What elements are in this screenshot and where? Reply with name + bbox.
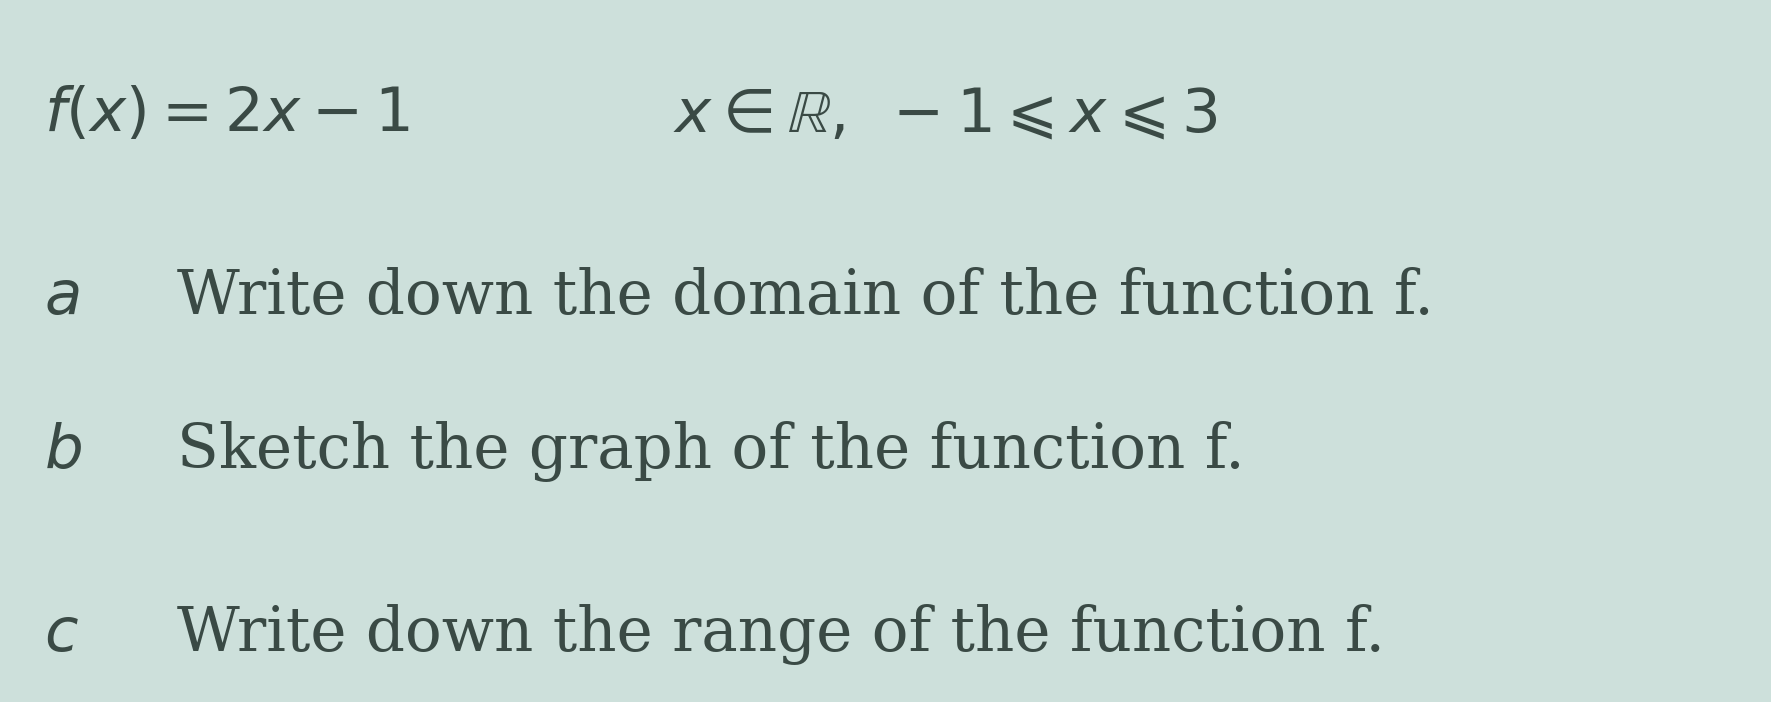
Text: Sketch the graph of the function f.: Sketch the graph of the function f. [177,421,1245,482]
Text: $a$: $a$ [44,267,80,326]
Text: $f(x) = 2x - 1$: $f(x) = 2x - 1$ [44,84,411,144]
Text: $b$: $b$ [44,421,81,481]
Text: Write down the domain of the function f.: Write down the domain of the function f. [177,267,1435,326]
Text: $x \in \mathbb{R},\ -1 \leqslant x \leqslant 3$: $x \in \mathbb{R},\ -1 \leqslant x \leqs… [673,84,1217,144]
Text: $c$: $c$ [44,604,80,663]
Text: Write down the range of the function f.: Write down the range of the function f. [177,604,1385,665]
